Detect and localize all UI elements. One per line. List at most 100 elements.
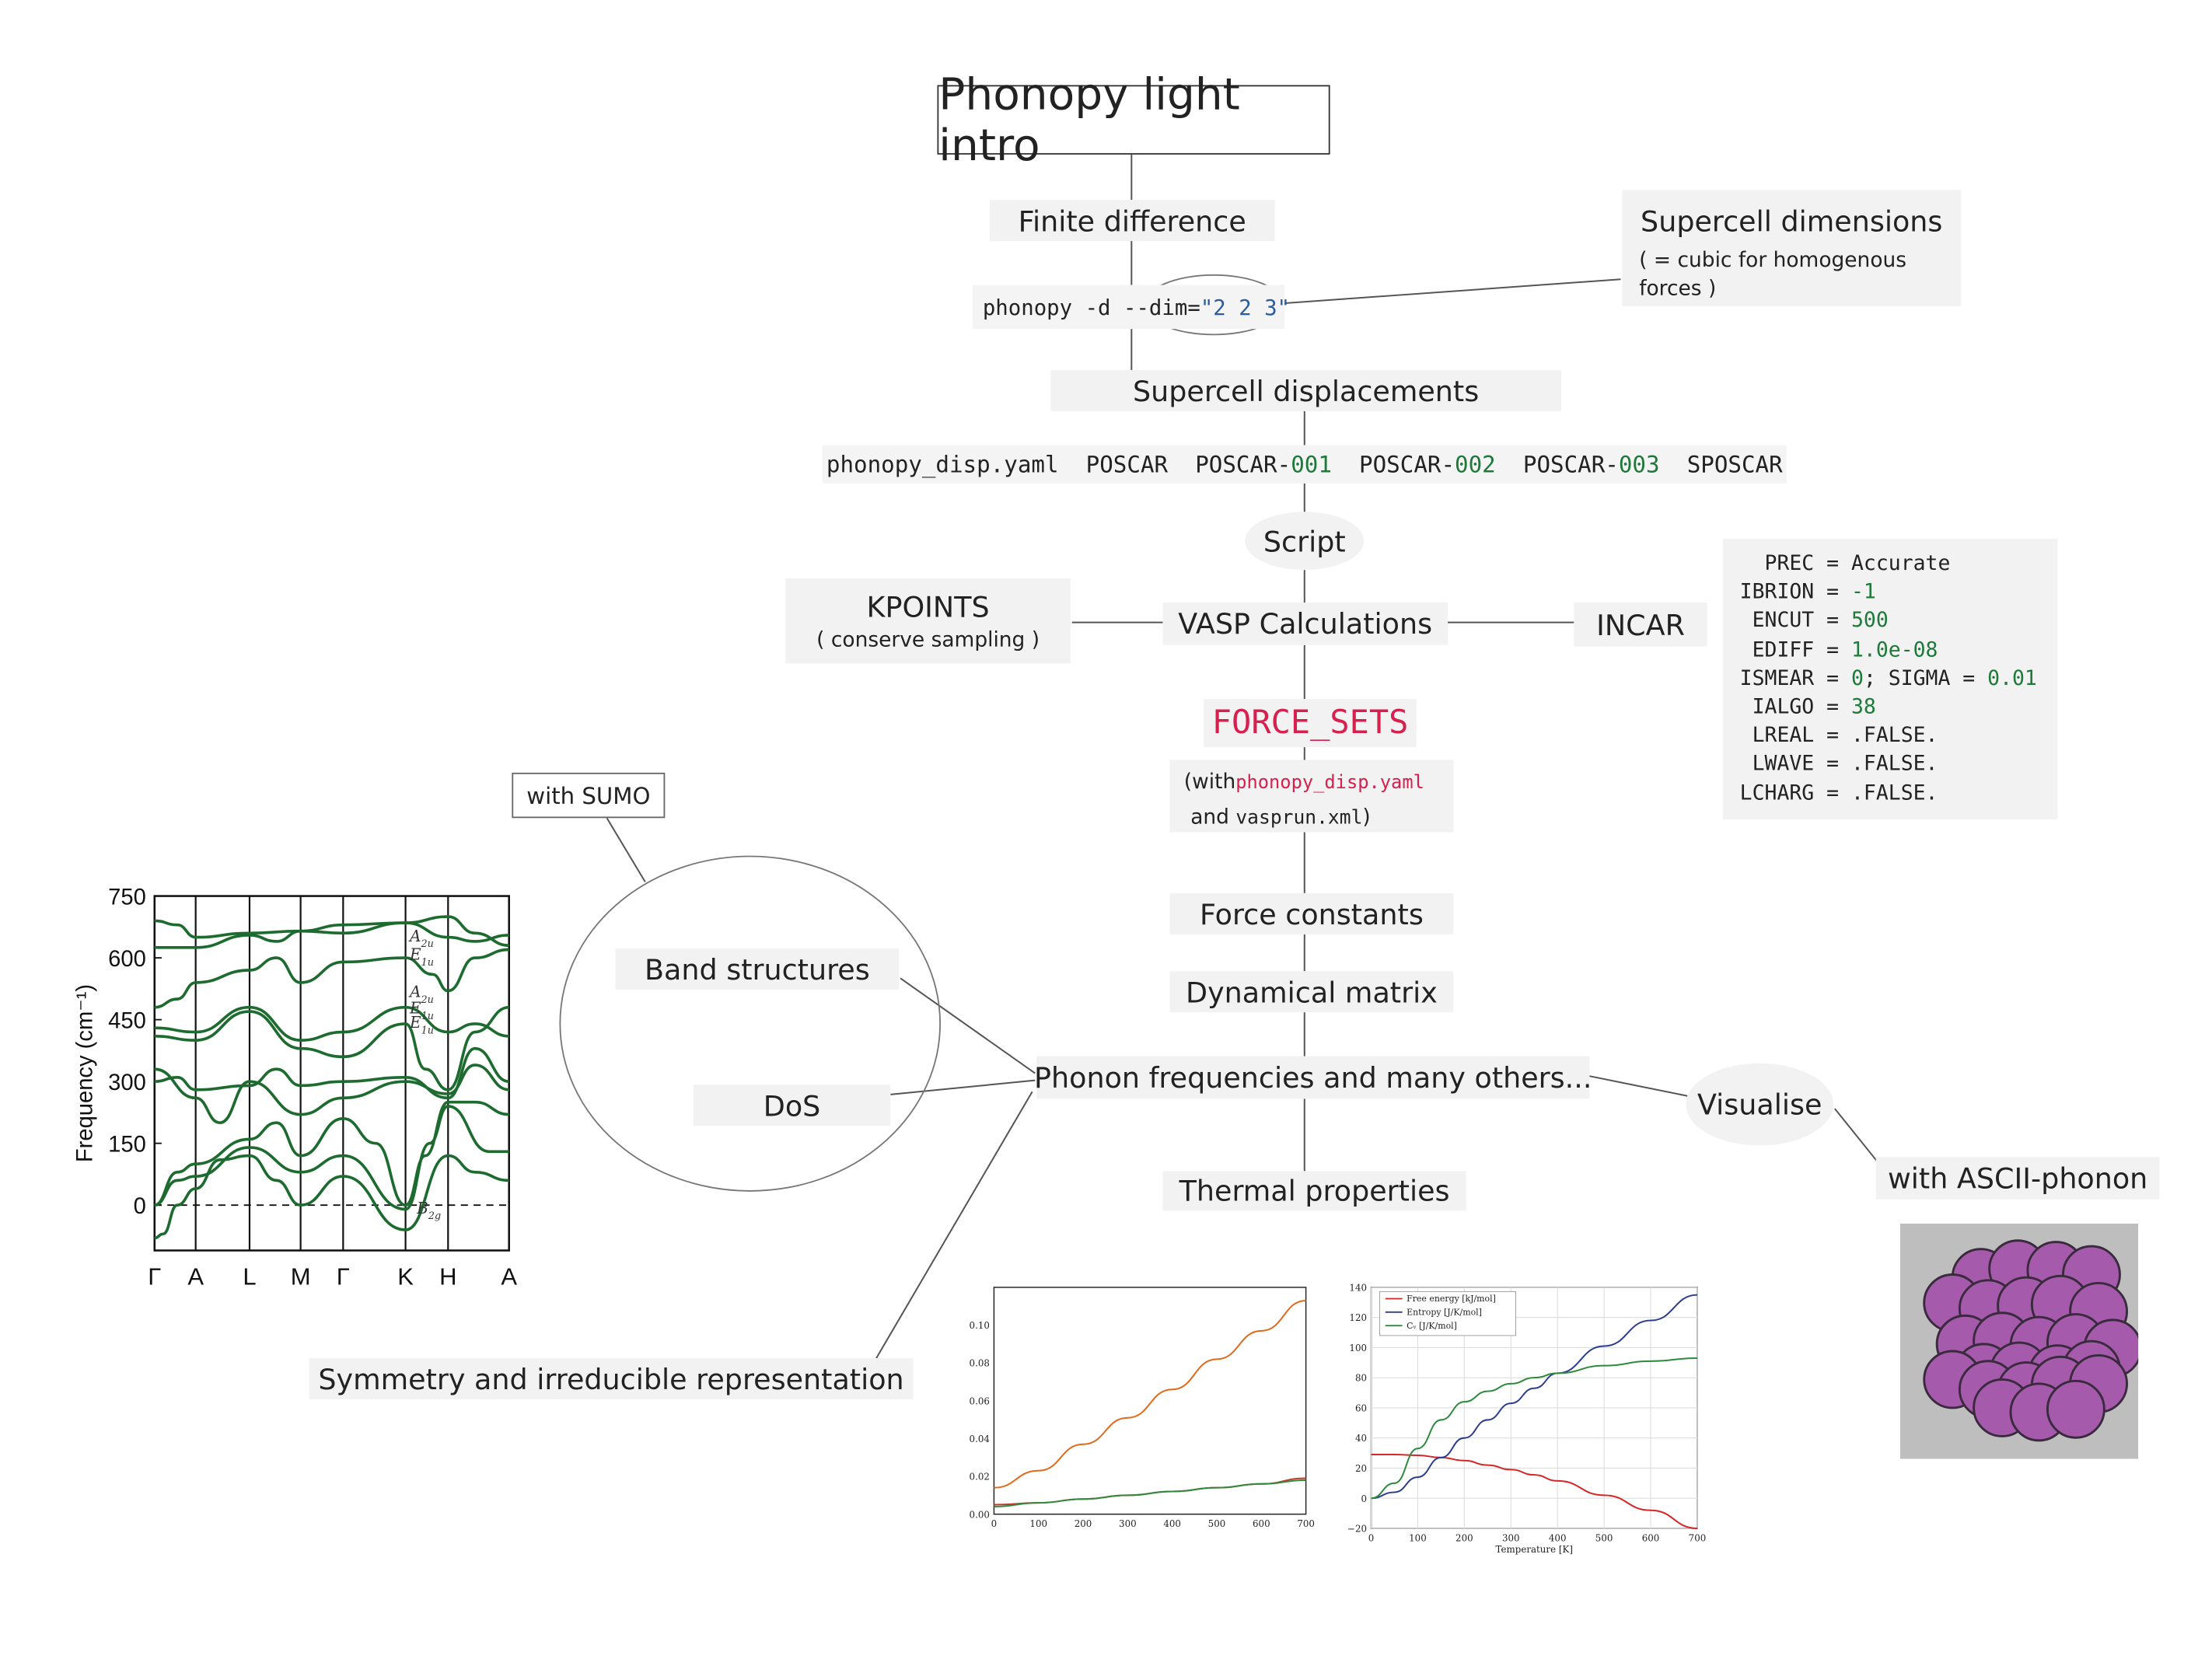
- band-structure-lines: [154, 915, 510, 1240]
- band-xtick-label: H: [439, 1263, 456, 1290]
- kpoints-label: KPOINTS: [866, 589, 990, 624]
- incar-value: .FALSE.: [1851, 781, 1938, 805]
- incar-key: ENCUT: [1739, 609, 1815, 634]
- incar-operator: =: [1814, 753, 1852, 777]
- band-structures-node: Band structures: [615, 948, 900, 990]
- script-node: Script: [1245, 512, 1365, 571]
- band-structure-frame: [153, 895, 510, 1252]
- y-tick-label: 0: [1361, 1493, 1367, 1504]
- thermal-properties-node: Thermal properties: [1162, 1171, 1466, 1211]
- band-ylabel: Frequency (cm⁻¹): [73, 984, 98, 1162]
- supercell-dimensions-note: Supercell dimensions ( = cubic for homog…: [1622, 190, 1962, 306]
- x-axis-label: Temperature [K]: [1496, 1544, 1573, 1555]
- incar-key: EDIFF: [1739, 638, 1815, 662]
- legend: Free energy [kJ/mol] Entropy [J/K/mol] Cᵥ …: [1379, 1291, 1516, 1336]
- incar-operator: =: [1814, 582, 1852, 605]
- command-dim-value: "2 2 3": [1200, 294, 1291, 320]
- phonon-band: [154, 1154, 509, 1240]
- force-sets-note-vasprun: vasprun.xml: [1235, 807, 1363, 830]
- incar-key: LWAVE: [1739, 753, 1815, 777]
- page-title: Phonopy light intro: [937, 68, 1330, 171]
- y-tick-label: −20: [1347, 1524, 1367, 1535]
- phonon-band: [154, 1005, 509, 1042]
- atom-sphere: [2046, 1379, 2105, 1439]
- band-ytick-label: 450: [108, 1009, 146, 1034]
- force-sets-note-close: ): [1362, 807, 1371, 830]
- data-series-line: [994, 1477, 1306, 1506]
- x-tick-label: 200: [1455, 1532, 1473, 1543]
- phonon-band: [154, 948, 509, 1009]
- phonon-band: [154, 1100, 509, 1207]
- y-tick-label: 60: [1355, 1402, 1367, 1413]
- data-series-line: [1371, 1357, 1697, 1500]
- phonopy-command: phonopy -d --dim= "2 2 3": [973, 285, 1290, 330]
- incar-line: EDIFF = 1.0e-08: [1740, 636, 2041, 665]
- band-ytick-label: 600: [108, 947, 146, 972]
- incar-key: PREC: [1739, 553, 1815, 576]
- incar-value: 38: [1851, 696, 1876, 719]
- phonon-band: [154, 919, 509, 943]
- phonon-band: [154, 915, 509, 949]
- band-ytick-label: 750: [108, 885, 146, 910]
- dynamical-matrix-node: Dynamical matrix: [1169, 971, 1454, 1013]
- dos-node: DoS: [693, 1084, 891, 1126]
- legend-entry: Free energy [kJ/mol]: [1407, 1294, 1496, 1304]
- x-tick-label: 600: [1642, 1532, 1660, 1543]
- incar-key: IBRION: [1739, 582, 1815, 605]
- force-sets-note-yaml: phonopy_disp.yaml: [1235, 772, 1424, 795]
- x-tick-label: 600: [1253, 1518, 1270, 1529]
- x-tick-label: 0: [991, 1518, 998, 1529]
- incar-line: IALGO = 38: [1740, 693, 2041, 722]
- incar-operator: =: [1814, 667, 1852, 690]
- ascii-phonon-node: with ASCII-phonon: [1875, 1157, 2160, 1200]
- y-tick-label: 0.06: [970, 1395, 990, 1406]
- incar-line: PREC = Accurate: [1740, 550, 2041, 579]
- band-xtick-label: L: [243, 1263, 256, 1290]
- phonon-band: [154, 1005, 509, 1091]
- x-tick-label: 500: [1595, 1532, 1613, 1543]
- legend-entry: Cᵥ [J/K/mol]: [1407, 1321, 1457, 1331]
- y-tick-label: 0.02: [970, 1472, 990, 1483]
- phonon-band: [154, 1105, 509, 1211]
- y-tick-label: 80: [1355, 1373, 1367, 1384]
- band-xtick-label: M: [291, 1263, 311, 1290]
- incar-value: 0: [1851, 667, 1864, 690]
- band-ytick-label: 300: [108, 1070, 146, 1095]
- data-series-line: [1371, 1294, 1697, 1500]
- incar-node: INCAR: [1574, 602, 1707, 647]
- thermal-plot-left: 0 100 200 300 400 500 600 700 0.00 0.02 0.04 0.06 0.…: [970, 1287, 1315, 1529]
- thermal-plot-right-content: 0 100 200 300 400 500 600 700140120100806040200…: [1347, 1282, 1706, 1554]
- y-tick-label: 120: [1349, 1312, 1367, 1323]
- incar-key: ISMEAR: [1739, 667, 1815, 690]
- x-tick-label: 700: [1689, 1532, 1707, 1543]
- displacement-files: phonopy_disp.yaml POSCAR POSCAR-001 POSC…: [822, 445, 1787, 484]
- band-xtick-label: A: [187, 1263, 204, 1290]
- legend-entry: Entropy [J/K/mol]: [1407, 1307, 1482, 1317]
- x-tick-label: 300: [1119, 1518, 1137, 1529]
- force-sets-node: FORCE_SETS: [1204, 699, 1417, 748]
- atom-cluster: [1899, 1223, 2139, 1459]
- data-series-line: [994, 1299, 1306, 1489]
- y-tick-label: 0.10: [970, 1320, 990, 1331]
- incar-key: LREAL: [1739, 725, 1815, 748]
- thermal-plot-right: 0 100 200 300 400 500 600 700140120100806040200…: [1347, 1282, 1706, 1554]
- incar-operator: =: [1950, 667, 1988, 690]
- phonon-band: [154, 1064, 509, 1124]
- band-ytick-label: 0: [134, 1194, 146, 1219]
- x-tick-label: 200: [1075, 1518, 1092, 1529]
- x-tick-label: 300: [1502, 1532, 1520, 1543]
- supercell-displacements-node: Supercell displacements: [1050, 369, 1561, 411]
- y-tick-label: 140: [1349, 1282, 1367, 1293]
- data-series-line: [1371, 1454, 1697, 1529]
- incar-operator: =: [1814, 609, 1852, 634]
- band-plot-border: [153, 895, 510, 1252]
- force-sets-inputs-note: (withphonopy_disp.yaml and vasprun.xml): [1169, 760, 1454, 833]
- band-xtick-label: A: [501, 1263, 517, 1290]
- command-prefix: phonopy -d --dim=: [982, 294, 1200, 320]
- incar-operator: =: [1814, 696, 1852, 719]
- symmetry-irreps-node: Symmetry and irreducible representation: [309, 1358, 914, 1399]
- incar-line: ENCUT = 500: [1740, 607, 2041, 636]
- incar-value: 1.0e-08: [1851, 638, 1938, 662]
- kpoints-note: ( conserve sampling ): [816, 629, 1040, 652]
